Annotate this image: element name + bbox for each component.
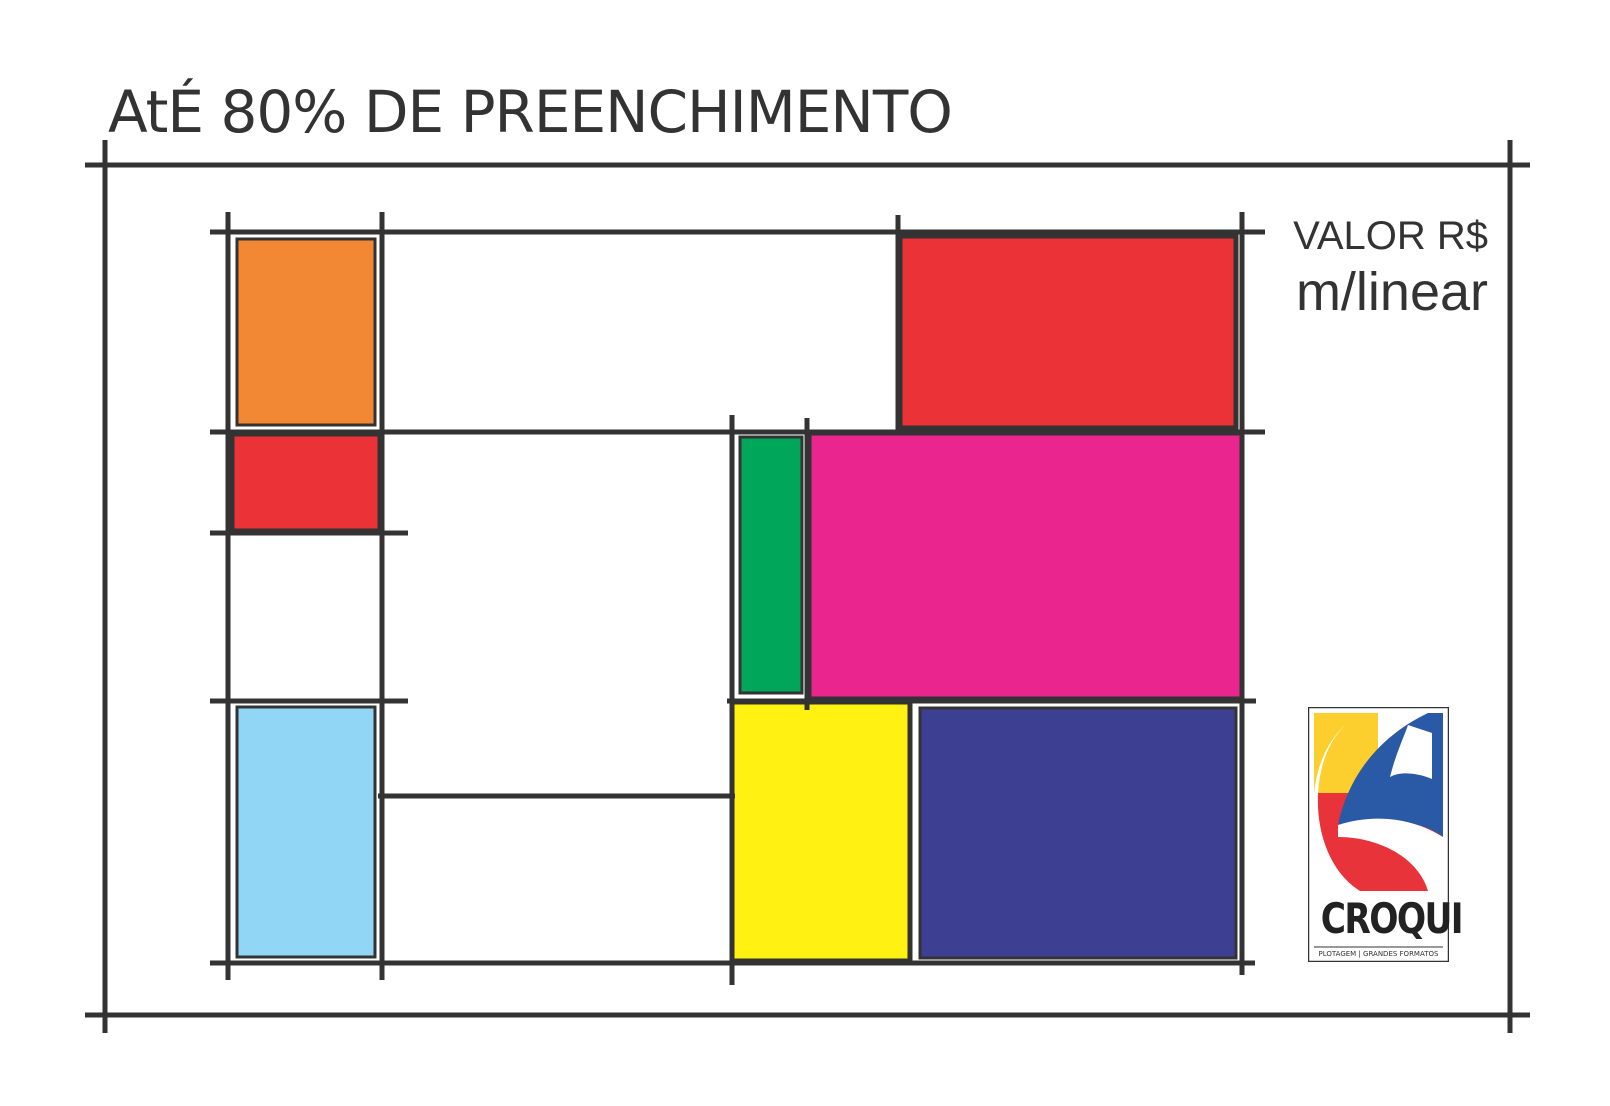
green-block	[738, 435, 804, 695]
logo-tagline: PLOTAGEM | GRANDES FORMATOS	[1318, 950, 1439, 958]
magenta-block	[808, 432, 1244, 700]
croqui-logo: CROQUI PLOTAGEM | GRANDES FORMATOS	[1308, 707, 1464, 962]
croqui-logo-mark	[1308, 707, 1449, 962]
page-title: AtÉ 80% DE PREENCHIMENTO	[108, 78, 953, 146]
logo-name: CROQUI	[1320, 894, 1464, 943]
price-unit: m/linear	[1295, 262, 1488, 322]
red-block-left	[229, 431, 383, 534]
outer-frame	[85, 140, 1530, 1033]
red-block-right	[897, 233, 1239, 431]
price-label: VALOR R$	[1293, 214, 1488, 258]
inner-grid	[210, 212, 1265, 985]
light-blue-block	[235, 705, 377, 959]
yellow-block	[729, 699, 913, 964]
orange-block	[235, 237, 377, 427]
logo-white-swoosh	[1390, 725, 1432, 779]
logo-white-curve	[1338, 818, 1443, 891]
navy-block	[918, 706, 1238, 960]
logo-white-c	[1314, 723, 1360, 891]
